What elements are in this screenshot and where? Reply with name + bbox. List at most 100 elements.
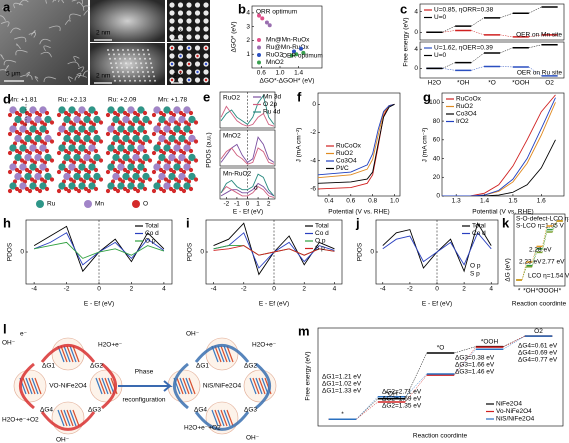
atom bbox=[39, 144, 47, 152]
atom bbox=[56, 150, 62, 156]
sem-texture bbox=[67, 61, 80, 67]
atom bbox=[78, 125, 86, 133]
annotation: ΔG2=1.35 eV bbox=[382, 403, 422, 410]
y-tick-label: 20 bbox=[433, 174, 441, 181]
atom bbox=[122, 172, 130, 181]
sem-texture bbox=[0, 69, 8, 75]
y-axis-label: PDOS bbox=[357, 242, 364, 261]
annotation: ΔG4=0.61 eV bbox=[518, 343, 558, 350]
lattice-dot bbox=[120, 62, 122, 65]
atom bbox=[19, 139, 25, 144]
lattice-dot bbox=[127, 71, 129, 73]
atom bbox=[44, 172, 52, 181]
lattice-stick bbox=[261, 377, 269, 395]
atom bbox=[34, 115, 42, 124]
x-tick-label: 1.0 bbox=[275, 70, 284, 77]
atom-marker bbox=[204, 46, 208, 50]
atom bbox=[122, 167, 128, 173]
atom bbox=[39, 139, 45, 144]
atom bbox=[178, 115, 186, 124]
reaction-arrow bbox=[194, 411, 250, 431]
x-tick-label: 1.5 bbox=[508, 198, 517, 205]
atom bbox=[107, 144, 115, 152]
atom bbox=[158, 110, 164, 116]
legend-label: IrO2 bbox=[456, 118, 469, 125]
atom bbox=[127, 139, 133, 144]
annotation: OER on Ru site bbox=[517, 70, 563, 77]
atom bbox=[34, 172, 42, 181]
atom bbox=[117, 120, 123, 125]
level-connector bbox=[521, 261, 527, 281]
atom bbox=[137, 163, 145, 171]
sem-texture bbox=[43, 45, 51, 52]
x-tick-label: 4 bbox=[489, 286, 493, 293]
atom bbox=[29, 144, 37, 152]
scatter-point bbox=[289, 53, 294, 58]
atom bbox=[83, 148, 89, 154]
atom bbox=[93, 110, 99, 116]
annotation: ΔG1=1.21 eV bbox=[322, 374, 362, 381]
y-tick-label: -4 bbox=[310, 157, 316, 164]
lattice-dot bbox=[145, 62, 147, 65]
category-label: *O bbox=[536, 288, 544, 295]
atom bbox=[137, 106, 145, 114]
lattice-dot bbox=[117, 49, 119, 51]
sem-texture bbox=[10, 27, 21, 34]
level-connector bbox=[454, 346, 476, 376]
atom-marker bbox=[196, 54, 199, 58]
atom bbox=[183, 177, 189, 182]
category-label: *O bbox=[437, 345, 445, 352]
atom bbox=[83, 110, 89, 116]
atom bbox=[34, 110, 40, 116]
atom bbox=[49, 158, 55, 163]
lattice-stick bbox=[185, 377, 193, 395]
lattice-stick bbox=[60, 409, 68, 427]
legend-label: U=0 bbox=[434, 14, 446, 21]
atom bbox=[24, 167, 30, 173]
lattice-dot bbox=[138, 53, 140, 56]
lattice-dot bbox=[138, 75, 140, 78]
atom bbox=[63, 153, 71, 162]
legend-label: Co d bbox=[315, 230, 329, 237]
atom bbox=[9, 106, 17, 114]
scatter-point bbox=[294, 52, 299, 57]
lattice-dot bbox=[124, 79, 126, 82]
atom bbox=[34, 129, 40, 135]
x-tick-label: 1.0 bbox=[390, 198, 399, 205]
atom-spot bbox=[203, 26, 209, 32]
atom-spot bbox=[194, 2, 201, 8]
atom bbox=[178, 186, 184, 192]
series-label: LCO η=1.54 V bbox=[528, 273, 569, 280]
panel-label: c bbox=[400, 1, 407, 16]
atom bbox=[163, 144, 171, 152]
annotation: H2O+e⁻ bbox=[252, 342, 277, 349]
atom bbox=[163, 106, 171, 114]
atom-spot bbox=[177, 45, 184, 51]
atom bbox=[127, 125, 135, 133]
legend-label: Total bbox=[472, 223, 486, 230]
y-axis-label: ΔGO* (eV) bbox=[231, 21, 238, 52]
atom bbox=[117, 177, 123, 182]
atom bbox=[151, 188, 157, 194]
level-connector bbox=[471, 52, 485, 63]
atom bbox=[132, 172, 140, 181]
atom bbox=[68, 182, 76, 190]
lattice-dot bbox=[139, 57, 141, 60]
atom bbox=[132, 167, 138, 173]
panel-label: h bbox=[3, 215, 11, 230]
atom bbox=[78, 120, 84, 125]
x-tick-label: 0.8 bbox=[368, 198, 377, 205]
x-tick-label: 2 bbox=[302, 286, 306, 293]
annotation: Mn: +1.81 bbox=[8, 97, 37, 104]
lattice-stick bbox=[182, 377, 190, 395]
x-tick-label: 0 bbox=[435, 286, 439, 293]
y-tick-label: 4 bbox=[246, 10, 250, 17]
annotation: ΔG2=2.71 eV bbox=[382, 389, 422, 396]
atom-spot bbox=[186, 10, 192, 16]
atom bbox=[86, 188, 92, 194]
atom bbox=[83, 167, 89, 173]
lattice-dot bbox=[142, 49, 144, 51]
atom bbox=[188, 110, 194, 116]
atom-spot bbox=[177, 77, 184, 83]
atom bbox=[19, 120, 25, 125]
